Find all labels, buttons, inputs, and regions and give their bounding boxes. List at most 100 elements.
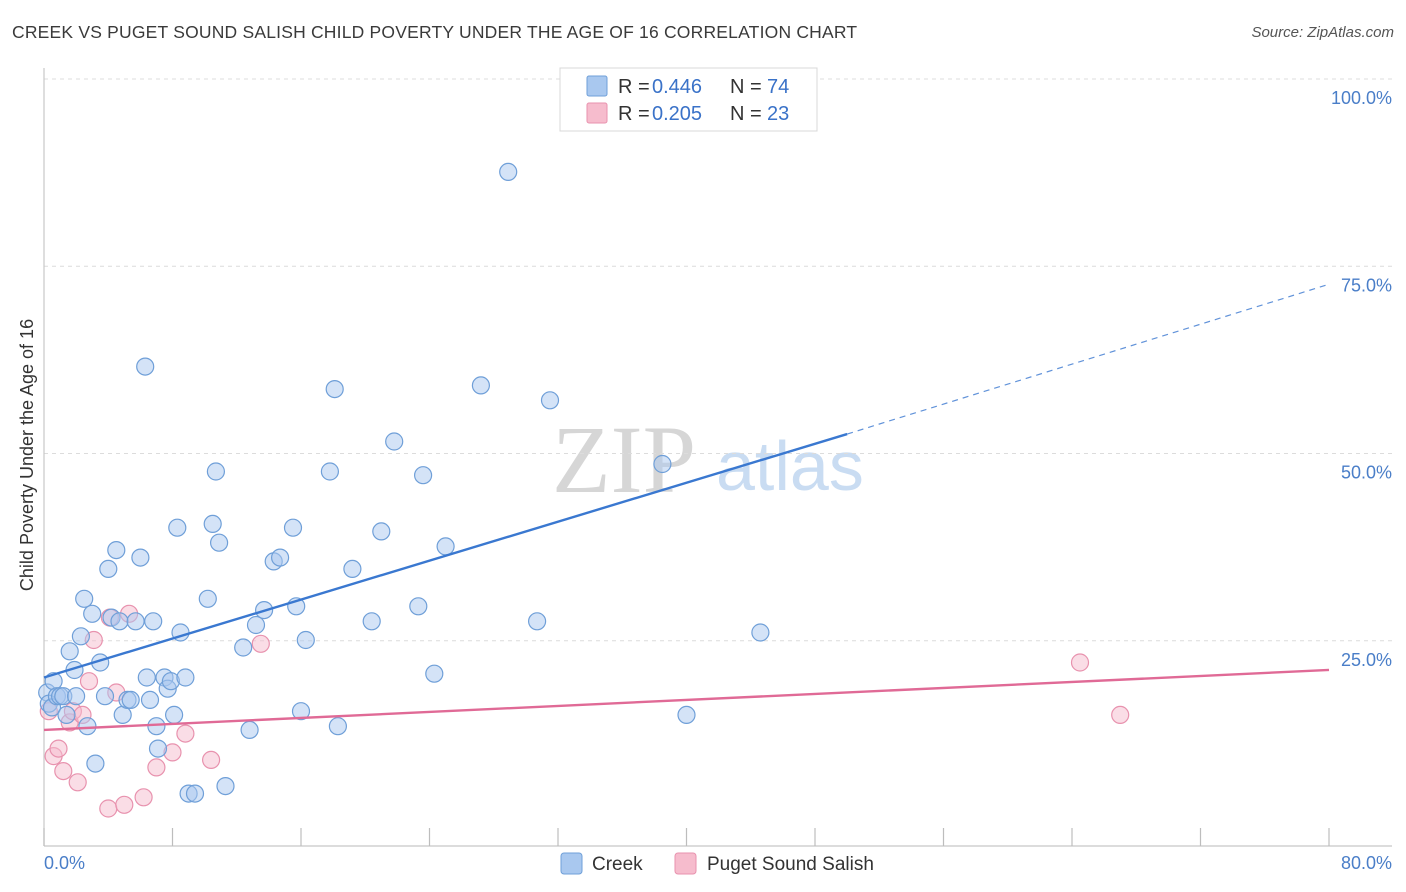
salish-point	[1070, 653, 1090, 672]
source-credit: Source: ZipAtlas.com	[1251, 24, 1394, 41]
creek-legend-swatch	[586, 75, 608, 97]
creek-n-value: 74	[767, 76, 789, 98]
creek-point	[234, 638, 253, 657]
creek-point	[137, 668, 156, 687]
watermark-zip: ZIP	[552, 406, 696, 513]
creek-point	[216, 776, 235, 796]
salish-series-swatch	[674, 852, 697, 875]
salish-point	[68, 773, 87, 792]
creek-r-label: R =	[618, 76, 650, 98]
creek-point	[471, 376, 490, 395]
creek-trend-extension	[846, 283, 1330, 435]
creek-point	[147, 717, 166, 736]
series-legend: Creek Puget Sound Salish	[560, 852, 874, 875]
creek-point	[210, 533, 229, 552]
y-tick-label: 25.0%	[1341, 650, 1392, 670]
salish-r-label: R =	[618, 103, 650, 125]
creek-point	[325, 380, 344, 399]
creek-point	[176, 668, 195, 687]
trend-lines	[43, 283, 1330, 732]
creek-point	[107, 540, 126, 560]
creek-point	[296, 630, 315, 650]
chart-title: CREEK VS PUGET SOUND SALISH CHILD POVERT…	[12, 22, 858, 42]
x-ticks	[43, 828, 1330, 846]
salish-point	[99, 799, 118, 818]
salish-point	[147, 758, 166, 777]
creek-point	[121, 690, 140, 710]
creek-point	[140, 690, 160, 710]
creek-point	[113, 705, 132, 725]
salish-r-value: 0.205	[652, 103, 702, 125]
x-tick-label-max: 80.0%	[1341, 853, 1392, 873]
salish-point	[134, 788, 153, 807]
creek-point	[653, 454, 672, 474]
salish-point	[251, 634, 270, 653]
y-tick-label: 100.0%	[1331, 88, 1392, 108]
y-tick-label: 75.0%	[1341, 275, 1392, 295]
creek-point	[271, 548, 290, 567]
creek-point	[343, 559, 362, 579]
creek-point	[240, 720, 259, 740]
salish-point	[49, 739, 68, 758]
creek-point	[83, 604, 102, 623]
salish-trend-line	[43, 668, 1330, 732]
creek-point	[71, 627, 91, 646]
creek-point	[165, 705, 184, 725]
creek-point	[436, 537, 455, 556]
salish-n-label: N =	[730, 103, 762, 125]
creek-point	[75, 589, 94, 608]
creek-point	[198, 589, 217, 608]
creek-point	[99, 559, 118, 579]
creek-point	[328, 717, 347, 736]
creek-point	[86, 754, 105, 773]
creek-point	[677, 705, 696, 725]
creek-point	[283, 518, 303, 537]
stats-legend: R = 0.446 N = 74 R = 0.205 N = 23	[559, 67, 818, 132]
creek-point	[320, 462, 339, 481]
creek-points	[38, 162, 770, 803]
salish-n-value: 23	[767, 103, 789, 125]
creek-n-label: N =	[730, 76, 762, 98]
creek-point	[148, 739, 168, 758]
creek-series-label: Creek	[592, 854, 643, 875]
creek-point	[66, 687, 86, 706]
gridlines	[44, 78, 1392, 642]
creek-point	[110, 612, 129, 631]
creek-point	[168, 518, 187, 537]
creek-point	[362, 612, 381, 631]
creek-point	[372, 522, 391, 541]
creek-point	[126, 612, 145, 631]
creek-point	[414, 466, 433, 485]
creek-point	[78, 717, 97, 736]
creek-point	[136, 357, 155, 376]
watermark: ZIP atlas	[552, 406, 864, 513]
salish-point	[54, 761, 73, 781]
creek-point	[60, 642, 79, 661]
salish-point	[1111, 705, 1130, 725]
y-axis-title: Child Poverty Under the Age of 16	[17, 319, 37, 591]
x-tick-label-min: 0.0%	[44, 853, 85, 873]
creek-point	[246, 615, 266, 635]
creek-point	[206, 462, 225, 481]
salish-point	[79, 672, 99, 691]
creek-point	[57, 705, 76, 725]
salish-series-label: Puget Sound Salish	[707, 854, 874, 875]
creek-trend-line	[43, 432, 848, 679]
creek-point	[144, 612, 163, 631]
creek-point	[385, 432, 404, 451]
creek-point	[499, 162, 518, 181]
y-tick-labels: 25.0% 50.0% 75.0% 100.0%	[1331, 88, 1392, 670]
creek-point	[95, 687, 115, 706]
creek-point	[203, 514, 222, 534]
salish-point	[202, 750, 221, 770]
salish-legend-swatch	[586, 102, 608, 124]
creek-point	[409, 597, 428, 616]
creek-point	[131, 548, 150, 567]
salish-point	[115, 795, 134, 814]
creek-point	[751, 623, 770, 642]
creek-point	[291, 702, 311, 721]
creek-point	[540, 391, 560, 410]
creek-r-value: 0.446	[652, 76, 702, 98]
salish-point	[176, 724, 195, 743]
